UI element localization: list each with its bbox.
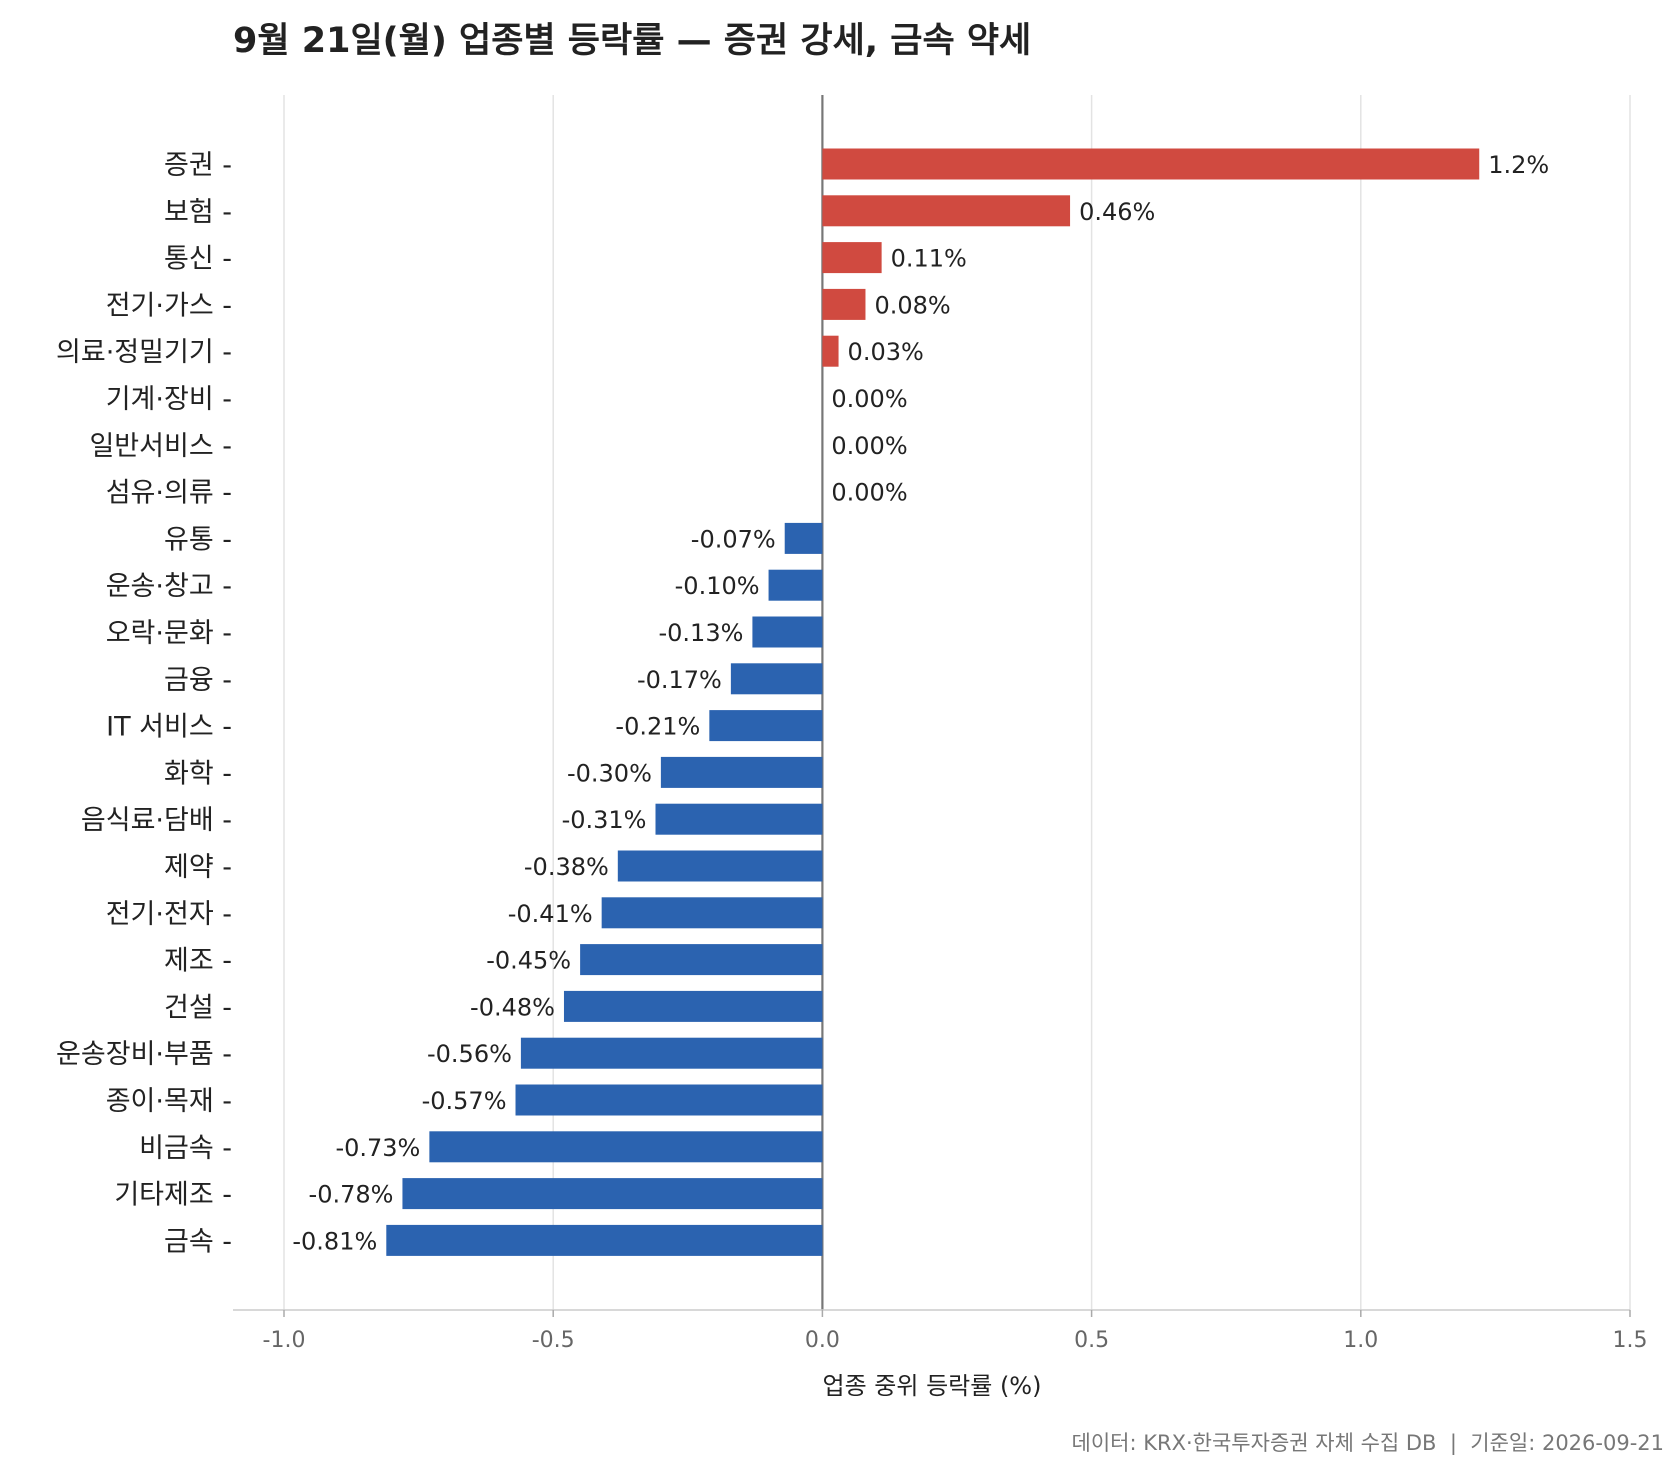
value-label: -0.81%	[292, 1227, 377, 1255]
value-label: 0.00%	[831, 385, 907, 413]
value-label: -0.56%	[427, 1040, 512, 1068]
category-label: 기계·장비 -	[106, 384, 232, 415]
value-label: -0.30%	[567, 759, 652, 787]
category-label: 비금속 -	[139, 1133, 232, 1164]
x-tick-label: 1.5	[1613, 1328, 1648, 1353]
value-label: -0.45%	[486, 947, 571, 975]
category-label: 일반서비스 -	[89, 431, 232, 462]
value-label: -0.10%	[675, 572, 760, 600]
value-label: -0.73%	[335, 1134, 420, 1162]
bar	[709, 710, 823, 742]
value-label: -0.38%	[524, 853, 609, 881]
value-label: 0.00%	[831, 432, 907, 460]
bar	[822, 195, 1071, 227]
value-label: 0.03%	[848, 338, 924, 366]
x-tick-label: 0.5	[1074, 1328, 1109, 1353]
category-label: 전기·가스 -	[106, 290, 232, 321]
category-label: 운송장비·부품 -	[56, 1039, 232, 1070]
value-label: -0.48%	[470, 993, 555, 1021]
category-label: 통신 -	[164, 244, 232, 275]
category-label: 전기·전자 -	[106, 899, 232, 930]
category-label: 운송·창고 -	[106, 571, 232, 602]
category-label: 증권 -	[164, 150, 232, 181]
category-label: 화학 -	[164, 758, 232, 789]
value-label: 1.2%	[1488, 151, 1549, 179]
category-label: 섬유·의류 -	[106, 478, 232, 509]
bar	[515, 1084, 823, 1116]
category-label: IT 서비스 -	[106, 712, 232, 743]
bar	[822, 242, 882, 274]
category-label: 기타제조 -	[114, 1180, 232, 1211]
value-label: 0.46%	[1079, 198, 1155, 226]
bar	[402, 1178, 823, 1210]
x-tick-label: -1.0	[263, 1328, 306, 1353]
category-label: 종이·목재 -	[106, 1086, 232, 1117]
value-label: -0.78%	[309, 1181, 394, 1209]
bar	[752, 616, 823, 648]
value-label: 0.00%	[831, 479, 907, 507]
bar	[784, 522, 823, 554]
bar	[617, 850, 823, 882]
category-label: 의료·정밀기기 -	[56, 337, 232, 368]
value-label: 0.11%	[891, 245, 967, 273]
category-label: 보험 -	[164, 197, 232, 228]
bar	[822, 288, 866, 320]
value-label: -0.21%	[615, 713, 700, 741]
chart-footer: 데이터: KRX·한국투자증권 자체 수집 DB | 기준일: 2026-09-…	[1072, 1431, 1664, 1456]
category-label: 음식료·담배 -	[81, 805, 232, 836]
bar	[429, 1131, 823, 1163]
bar	[563, 990, 823, 1022]
value-label: -0.13%	[659, 619, 744, 647]
value-label: -0.57%	[422, 1087, 507, 1115]
x-tick-label: 0.0	[805, 1328, 840, 1353]
category-label: 제조 -	[164, 946, 232, 977]
value-label: -0.17%	[637, 666, 722, 694]
category-label: 금속 -	[164, 1226, 232, 1257]
category-label: 유통 -	[164, 524, 232, 555]
value-label: 0.08%	[874, 291, 950, 319]
grid-lines	[283, 95, 1631, 1310]
bar	[822, 148, 1480, 180]
bar	[730, 663, 823, 695]
bar	[386, 1224, 823, 1256]
category-label: 금융 -	[164, 665, 232, 696]
x-axis-title: 업종 중위 등락률 (%)	[823, 1372, 1042, 1400]
bar	[660, 756, 823, 788]
bar	[822, 335, 839, 367]
bar	[655, 803, 823, 835]
x-tick-label: 1.0	[1343, 1328, 1378, 1353]
x-tick-label: -0.5	[532, 1328, 575, 1353]
bar	[580, 944, 823, 976]
category-label: 건설 -	[164, 992, 232, 1023]
value-label: -0.07%	[691, 525, 776, 553]
x-axis: -1.0 -0.5 0.0 0.5 1.0 1.5	[233, 1309, 1648, 1353]
value-label: -0.31%	[562, 806, 647, 834]
bar	[520, 1037, 823, 1069]
category-labels: 증권 - 보험 - 통신 - 전기·가스 - 의료·정밀기기 - 기계·장비 - 일반서비스…	[56, 150, 232, 1257]
bar	[768, 569, 823, 601]
value-label: -0.41%	[508, 900, 593, 928]
category-label: 오락·문화 -	[106, 618, 232, 649]
bar	[601, 897, 823, 929]
bars	[386, 148, 1480, 1256]
category-label: 제약 -	[164, 852, 232, 883]
value-labels: 1.2% 0.46% 0.11% 0.08% 0.03% 0.00% 0.00% 0.00% -…	[292, 151, 1549, 1255]
chart-title: 9월 21일(월) 업종별 등락률 — 증권 강세, 금속 약세	[233, 21, 1031, 61]
